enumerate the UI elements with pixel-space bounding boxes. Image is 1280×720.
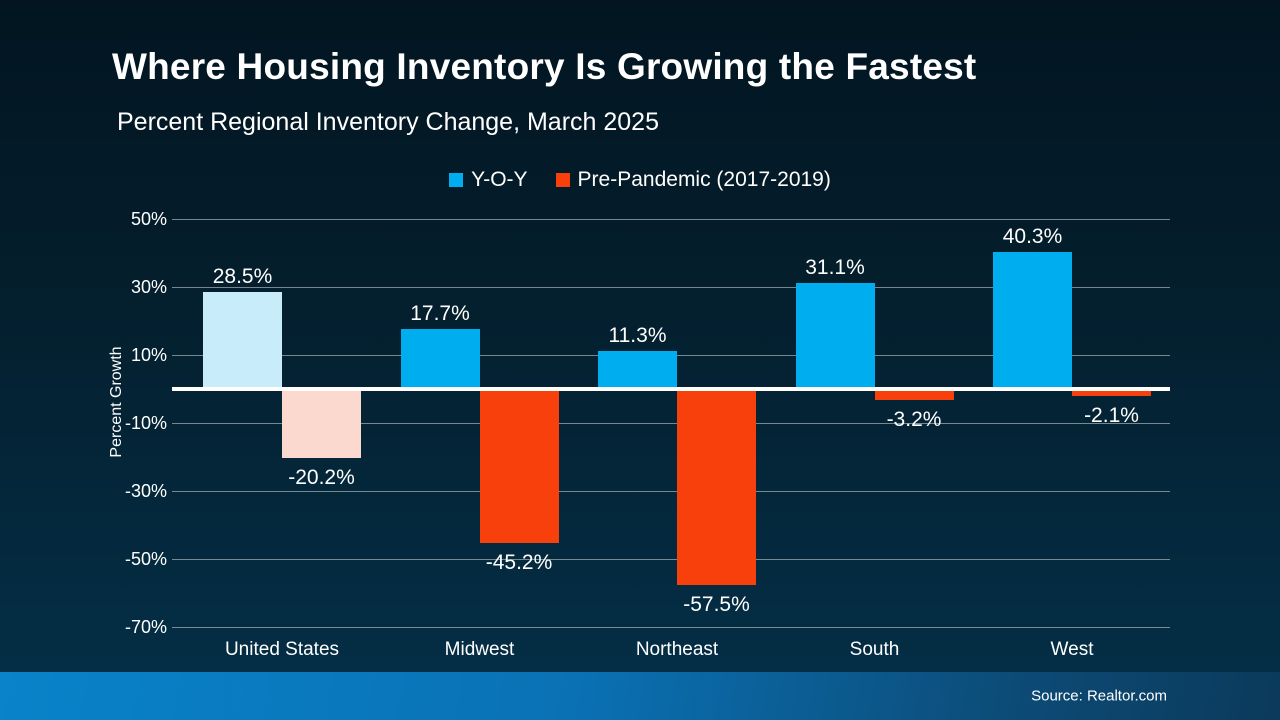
legend-item: Y-O-Y: [449, 168, 528, 192]
legend-label: Pre-Pandemic (2017-2019): [577, 168, 831, 191]
y-tick-label: -10%: [124, 413, 167, 433]
bar-value-label: -2.1%: [1084, 404, 1139, 428]
x-axis-category-label: West: [1050, 639, 1094, 660]
x-axis-category-label: Midwest: [444, 639, 515, 660]
bar-value-label: 11.3%: [608, 323, 667, 347]
y-tick-label: -30%: [124, 481, 167, 501]
y-tick-label: 30%: [130, 277, 167, 297]
bar-value-label: -57.5%: [683, 592, 750, 616]
page-subtitle: Percent Regional Inventory Change, March…: [117, 108, 659, 136]
chart-legend: Y-O-Y Pre-Pandemic (2017-2019): [0, 168, 1280, 192]
y-tick-label: 50%: [130, 209, 167, 229]
bar-value-label: 40.3%: [1002, 224, 1063, 248]
gridline: [172, 627, 1170, 628]
bar-prepandemic: [1072, 389, 1151, 397]
gridline: [172, 423, 1170, 424]
x-axis-category-label: United States: [224, 639, 340, 660]
legend-swatch-icon: [449, 173, 464, 187]
bar-value-label: -45.2%: [485, 550, 553, 574]
y-tick-label: -50%: [124, 549, 167, 569]
zero-axis-line: [172, 387, 1170, 391]
x-axis-category-label: Northeast: [635, 639, 719, 660]
bar-prepandemic: [677, 389, 756, 585]
footer-band: Source: Realtor.com: [0, 672, 1280, 720]
bar-value-label: -20.2%: [288, 465, 355, 489]
bar-prepandemic: [282, 389, 361, 458]
bar-prepandemic: [479, 389, 559, 543]
x-axis-category-label: South: [849, 639, 900, 660]
bar-yoy: [795, 283, 875, 389]
bar-yoy: [598, 350, 677, 389]
bar-prepandemic: [874, 389, 954, 400]
bar-yoy: [993, 251, 1072, 389]
legend-label: Y-O-Y: [471, 168, 528, 191]
gridline: [172, 219, 1170, 220]
gridline: [172, 559, 1170, 560]
bar-value-label: -3.2%: [886, 407, 942, 431]
gridline: [172, 287, 1170, 288]
legend-item: Pre-Pandemic (2017-2019): [555, 168, 831, 192]
y-tick-label: 10%: [130, 345, 167, 365]
bar-value-label: 31.1%: [805, 256, 865, 280]
source-credit: Source: Realtor.com: [1031, 687, 1167, 705]
page-title: Where Housing Inventory Is Growing the F…: [112, 46, 977, 87]
bar-yoy: [400, 328, 480, 389]
y-tick-label: -70%: [124, 617, 167, 637]
bar-value-label: 28.5%: [212, 265, 273, 289]
legend-swatch-icon: [555, 173, 570, 187]
bar-value-label: 17.7%: [410, 301, 470, 325]
bar-yoy: [203, 292, 282, 389]
gridline: [172, 491, 1170, 492]
